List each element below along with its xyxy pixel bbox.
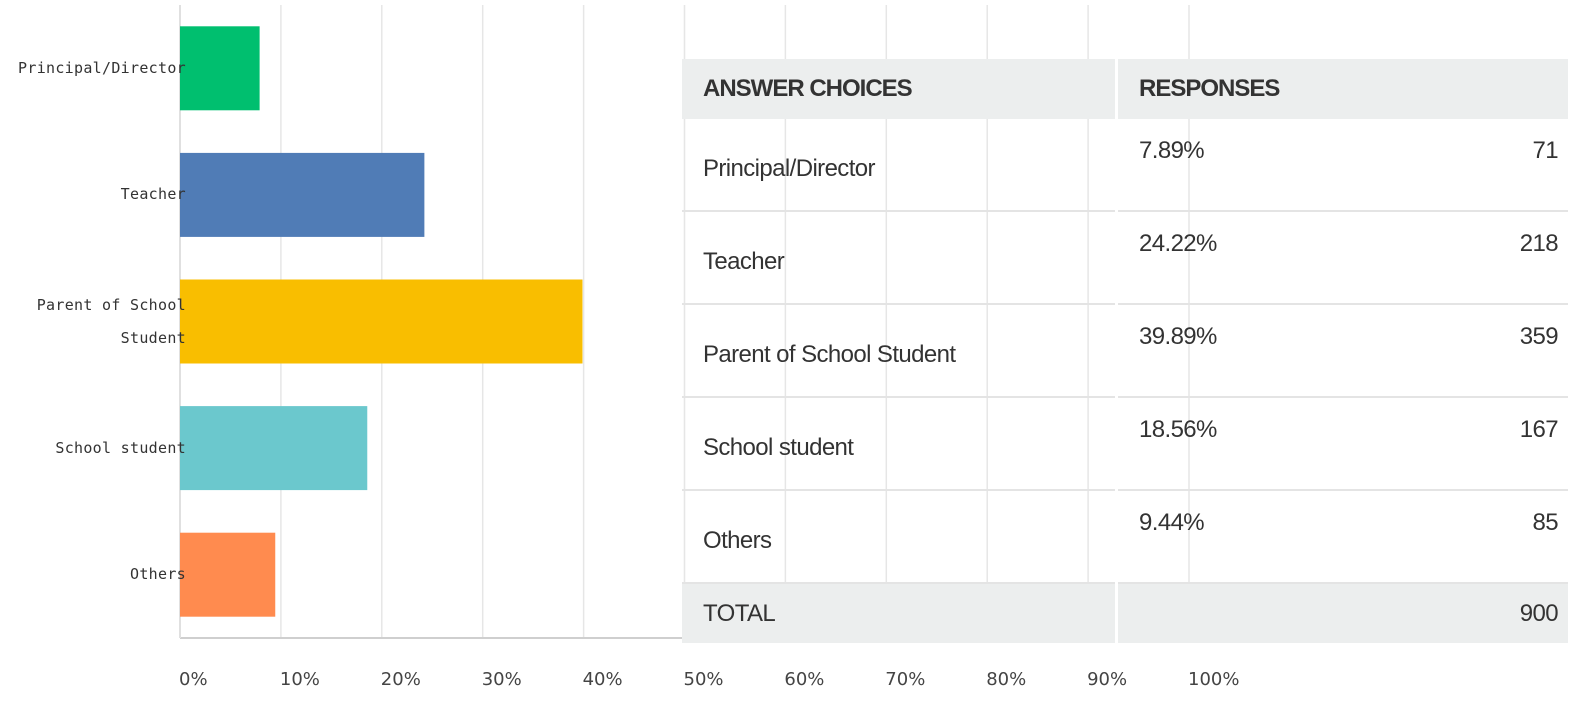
x-tick-label: 90% (1087, 669, 1127, 690)
x-tick-label: 40% (583, 669, 623, 690)
response-count: 85 (1383, 490, 1568, 584)
answer-choice: Others (682, 490, 1117, 584)
bar (180, 279, 583, 364)
table-row: Others 9.44% 85 (682, 490, 1568, 584)
response-percent: 9.44% (1114, 490, 1384, 584)
header-cell: ANSWER CHOICES (682, 59, 1117, 119)
total-label: TOTAL (682, 583, 1117, 643)
category-label: Principal/Director (18, 58, 186, 77)
table-row: Teacher 24.22% 218 (682, 211, 1568, 305)
table-row: School student 18.56% 167 (682, 397, 1568, 491)
response-table: ANSWER CHOICES RESPONSES Principal/Direc… (682, 59, 1568, 643)
response-count: 359 (1383, 304, 1568, 398)
answer-choice: Parent of School Student (682, 304, 1117, 398)
response-percent: 7.89% (1114, 119, 1384, 212)
bar (180, 152, 425, 237)
x-tick-label: 0% (179, 669, 208, 690)
answer-choice: Principal/Director (682, 119, 1117, 212)
response-count: 218 (1383, 211, 1568, 305)
answer-choice: School student (682, 397, 1117, 491)
category-label: Parent of School Student (36, 295, 186, 347)
x-tick-label: 70% (885, 669, 925, 690)
header-cell: RESPONSES (1115, 59, 1568, 119)
x-tick-label: 10% (280, 669, 320, 690)
x-tick-label: 30% (482, 669, 522, 690)
table-body: Principal/Director 7.89% 71 Teacher 24.22% 21… (682, 119, 1568, 584)
category-label: Teacher (120, 185, 186, 204)
header-row: ANSWER CHOICES RESPONSES (682, 59, 1568, 119)
x-tick-label: 100% (1188, 669, 1239, 690)
bar (180, 26, 260, 111)
category-label: School student (55, 438, 186, 457)
total-value: 900 (1383, 583, 1568, 643)
category-label: Others (130, 565, 186, 584)
x-tick-label: 60% (784, 669, 824, 690)
total-row: TOTAL 900 (682, 583, 1568, 643)
response-count: 167 (1383, 397, 1568, 491)
response-count: 71 (1383, 119, 1568, 212)
bar (180, 532, 276, 617)
x-tick-label: 80% (986, 669, 1026, 690)
response-percent: 39.89% (1114, 304, 1384, 398)
table-row: Parent of School Student 39.89% 359 (682, 304, 1568, 398)
table-row: Principal/Director 7.89% 71 (682, 119, 1568, 212)
answer-choice: Teacher (682, 211, 1117, 305)
response-percent: 24.22% (1114, 211, 1384, 305)
response-percent: 18.56% (1114, 397, 1384, 491)
x-tick-label: 20% (381, 669, 421, 690)
bar (180, 406, 368, 491)
x-tick-label: 50% (684, 669, 724, 690)
total-cell (1114, 583, 1384, 643)
